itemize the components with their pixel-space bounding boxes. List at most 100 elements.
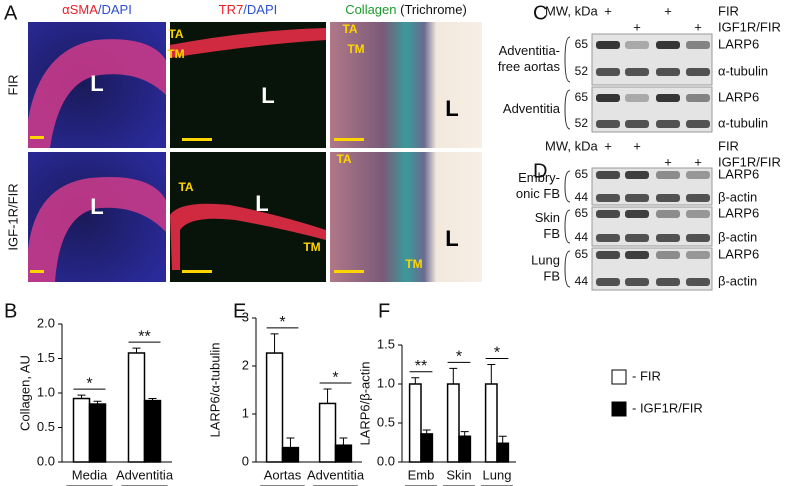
bar xyxy=(265,352,284,463)
y-axis-label: LARP6/α-tubulin xyxy=(207,343,222,438)
mw-value: 65 xyxy=(575,37,589,51)
image-label: L xyxy=(255,191,268,216)
band xyxy=(625,194,649,202)
image-label: L xyxy=(445,96,458,121)
row-label: Adventitia- xyxy=(499,43,560,58)
image-label: TA xyxy=(168,27,183,41)
vessel-wall xyxy=(28,176,166,282)
mw-value: 44 xyxy=(575,190,589,204)
band-label: LARP6 xyxy=(718,89,759,104)
band xyxy=(686,41,710,49)
significance-label: * xyxy=(86,375,92,392)
row-label: free aortas xyxy=(498,59,561,74)
error-bar xyxy=(422,429,431,434)
bracket xyxy=(564,89,571,130)
row-label: FB xyxy=(543,268,560,283)
vessel-wall xyxy=(170,203,326,270)
image-label: L xyxy=(90,194,103,219)
image-label: TM xyxy=(405,257,422,271)
bar xyxy=(143,399,162,463)
panel-letter: B xyxy=(4,300,17,322)
bar xyxy=(281,446,300,463)
bracket xyxy=(564,36,571,83)
scale-bar xyxy=(30,270,44,273)
row-label: Lung xyxy=(531,252,560,267)
bar xyxy=(127,352,146,463)
panel-letter: D xyxy=(533,160,547,182)
error-bar xyxy=(498,435,507,444)
image-label: TM xyxy=(347,42,364,56)
bracket xyxy=(564,209,571,244)
significance-label: * xyxy=(494,345,500,362)
row-label: FIR xyxy=(5,75,20,96)
y-tick-label: 0.0 xyxy=(37,453,55,468)
y-axis-label: LARP6/β-actin xyxy=(357,361,372,445)
x-tick-label: Aortas xyxy=(264,467,302,482)
header-part: /DAPI xyxy=(243,2,277,17)
significance-label: * xyxy=(279,314,285,331)
x-tick-label: Emb xyxy=(408,467,435,482)
lane-marker: + xyxy=(664,154,672,169)
lane-marker: + xyxy=(604,3,612,18)
band xyxy=(656,194,680,202)
significance-label: ** xyxy=(138,328,150,345)
band-label: α-tubulin xyxy=(718,63,768,78)
row-label: FB xyxy=(543,226,560,241)
error-bar xyxy=(93,400,102,405)
band-label: LARP6 xyxy=(718,246,759,261)
bar xyxy=(420,433,434,463)
micrograph xyxy=(330,152,482,282)
bar xyxy=(484,383,498,463)
mw-value: 44 xyxy=(575,230,589,244)
band xyxy=(686,68,710,76)
y-axis-label: Collagen, AU xyxy=(17,355,32,431)
scale-bar xyxy=(334,138,364,141)
mw-value: 52 xyxy=(575,116,589,130)
band xyxy=(625,234,649,242)
row-label: onic FB xyxy=(516,186,560,201)
legend-swatch xyxy=(611,369,627,385)
image-label: TA xyxy=(342,22,357,36)
band xyxy=(686,234,710,242)
band xyxy=(596,120,620,128)
lane-marker: + xyxy=(694,154,702,169)
lane-marker: + xyxy=(633,138,641,153)
band xyxy=(686,94,710,102)
bar xyxy=(72,397,91,463)
column-header: TR7/DAPI xyxy=(219,2,278,17)
band xyxy=(656,171,680,179)
image-label: TM xyxy=(303,240,320,254)
error-bar xyxy=(323,388,332,404)
header-part: TR7 xyxy=(219,2,244,17)
bar xyxy=(334,444,353,463)
band xyxy=(625,171,649,179)
band-label: α-tubulin xyxy=(718,115,768,130)
band xyxy=(656,68,680,76)
error-bar xyxy=(286,437,295,448)
bar xyxy=(88,403,107,463)
band-label: LARP6 xyxy=(718,36,759,51)
x-tick-label: Skin xyxy=(446,467,471,482)
row-label: Skin xyxy=(535,210,560,225)
error-bar xyxy=(132,347,141,353)
error-bar xyxy=(411,377,420,384)
mw-value: 65 xyxy=(575,247,589,261)
x-tick-label: Adventitia xyxy=(307,467,365,482)
bracket xyxy=(564,170,571,203)
y-tick-label: 0.5 xyxy=(377,414,395,429)
band xyxy=(596,210,620,218)
lane-marker: + xyxy=(604,138,612,153)
band xyxy=(656,278,680,286)
band xyxy=(596,171,620,179)
bracket xyxy=(564,250,571,288)
error-bar xyxy=(487,364,496,384)
band xyxy=(596,234,620,242)
y-tick-label: 3 xyxy=(242,309,249,324)
header-part: (Trichrome) xyxy=(397,2,467,17)
band xyxy=(625,210,649,218)
band xyxy=(625,278,649,286)
column-header: αSMA/DAPI xyxy=(62,2,132,17)
band xyxy=(686,278,710,286)
legend-swatch xyxy=(611,401,627,417)
